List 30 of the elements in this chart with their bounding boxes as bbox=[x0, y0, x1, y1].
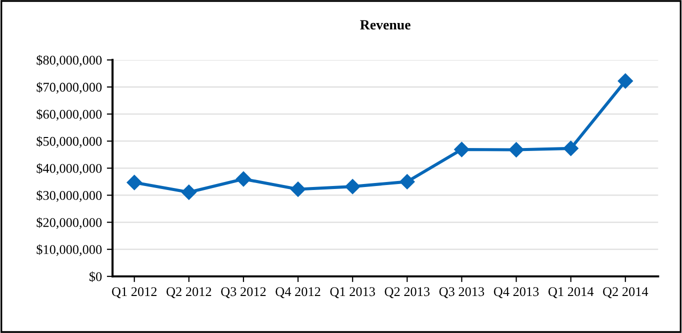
y-tick-label: $60,000,000 bbox=[36, 109, 102, 121]
point bbox=[126, 174, 142, 190]
x-tick-label: Q4 2013 bbox=[494, 287, 539, 298]
x-tick-label: Q2 2014 bbox=[603, 287, 648, 298]
x-tick-label: Q1 2012 bbox=[112, 287, 157, 298]
y-tick-label: $10,000,000 bbox=[36, 244, 102, 256]
point bbox=[290, 182, 306, 197]
y-tick-label: $20,000,000 bbox=[36, 217, 102, 229]
x-tick-label: Q3 2013 bbox=[439, 287, 484, 298]
y-tick-label: $40,000,000 bbox=[36, 163, 102, 175]
x-tick-label: Q2 2013 bbox=[384, 287, 430, 298]
y-tick-label: $30,000,000 bbox=[36, 190, 102, 202]
point bbox=[454, 142, 470, 158]
point bbox=[400, 174, 415, 190]
y-tick-label: $50,000,000 bbox=[36, 136, 102, 148]
chart-title: Revenue bbox=[360, 20, 410, 30]
point bbox=[563, 140, 578, 156]
x-tick-label: Q1 2013 bbox=[330, 287, 375, 298]
point bbox=[508, 142, 524, 158]
y-tick-label: $70,000,000 bbox=[36, 82, 102, 94]
x-tick-label: Q3 2012 bbox=[221, 287, 266, 298]
x-tick-label: Q2 2012 bbox=[166, 287, 212, 298]
point bbox=[345, 178, 360, 194]
point bbox=[618, 73, 633, 89]
point bbox=[236, 171, 252, 187]
y-tick-label: $80,000,000 bbox=[36, 54, 102, 67]
point bbox=[181, 184, 196, 200]
y-tick-label: $0 bbox=[89, 271, 102, 282]
x-tick-label: Q4 2012 bbox=[276, 287, 320, 298]
x-tick-label: Q1 2014 bbox=[548, 287, 594, 298]
